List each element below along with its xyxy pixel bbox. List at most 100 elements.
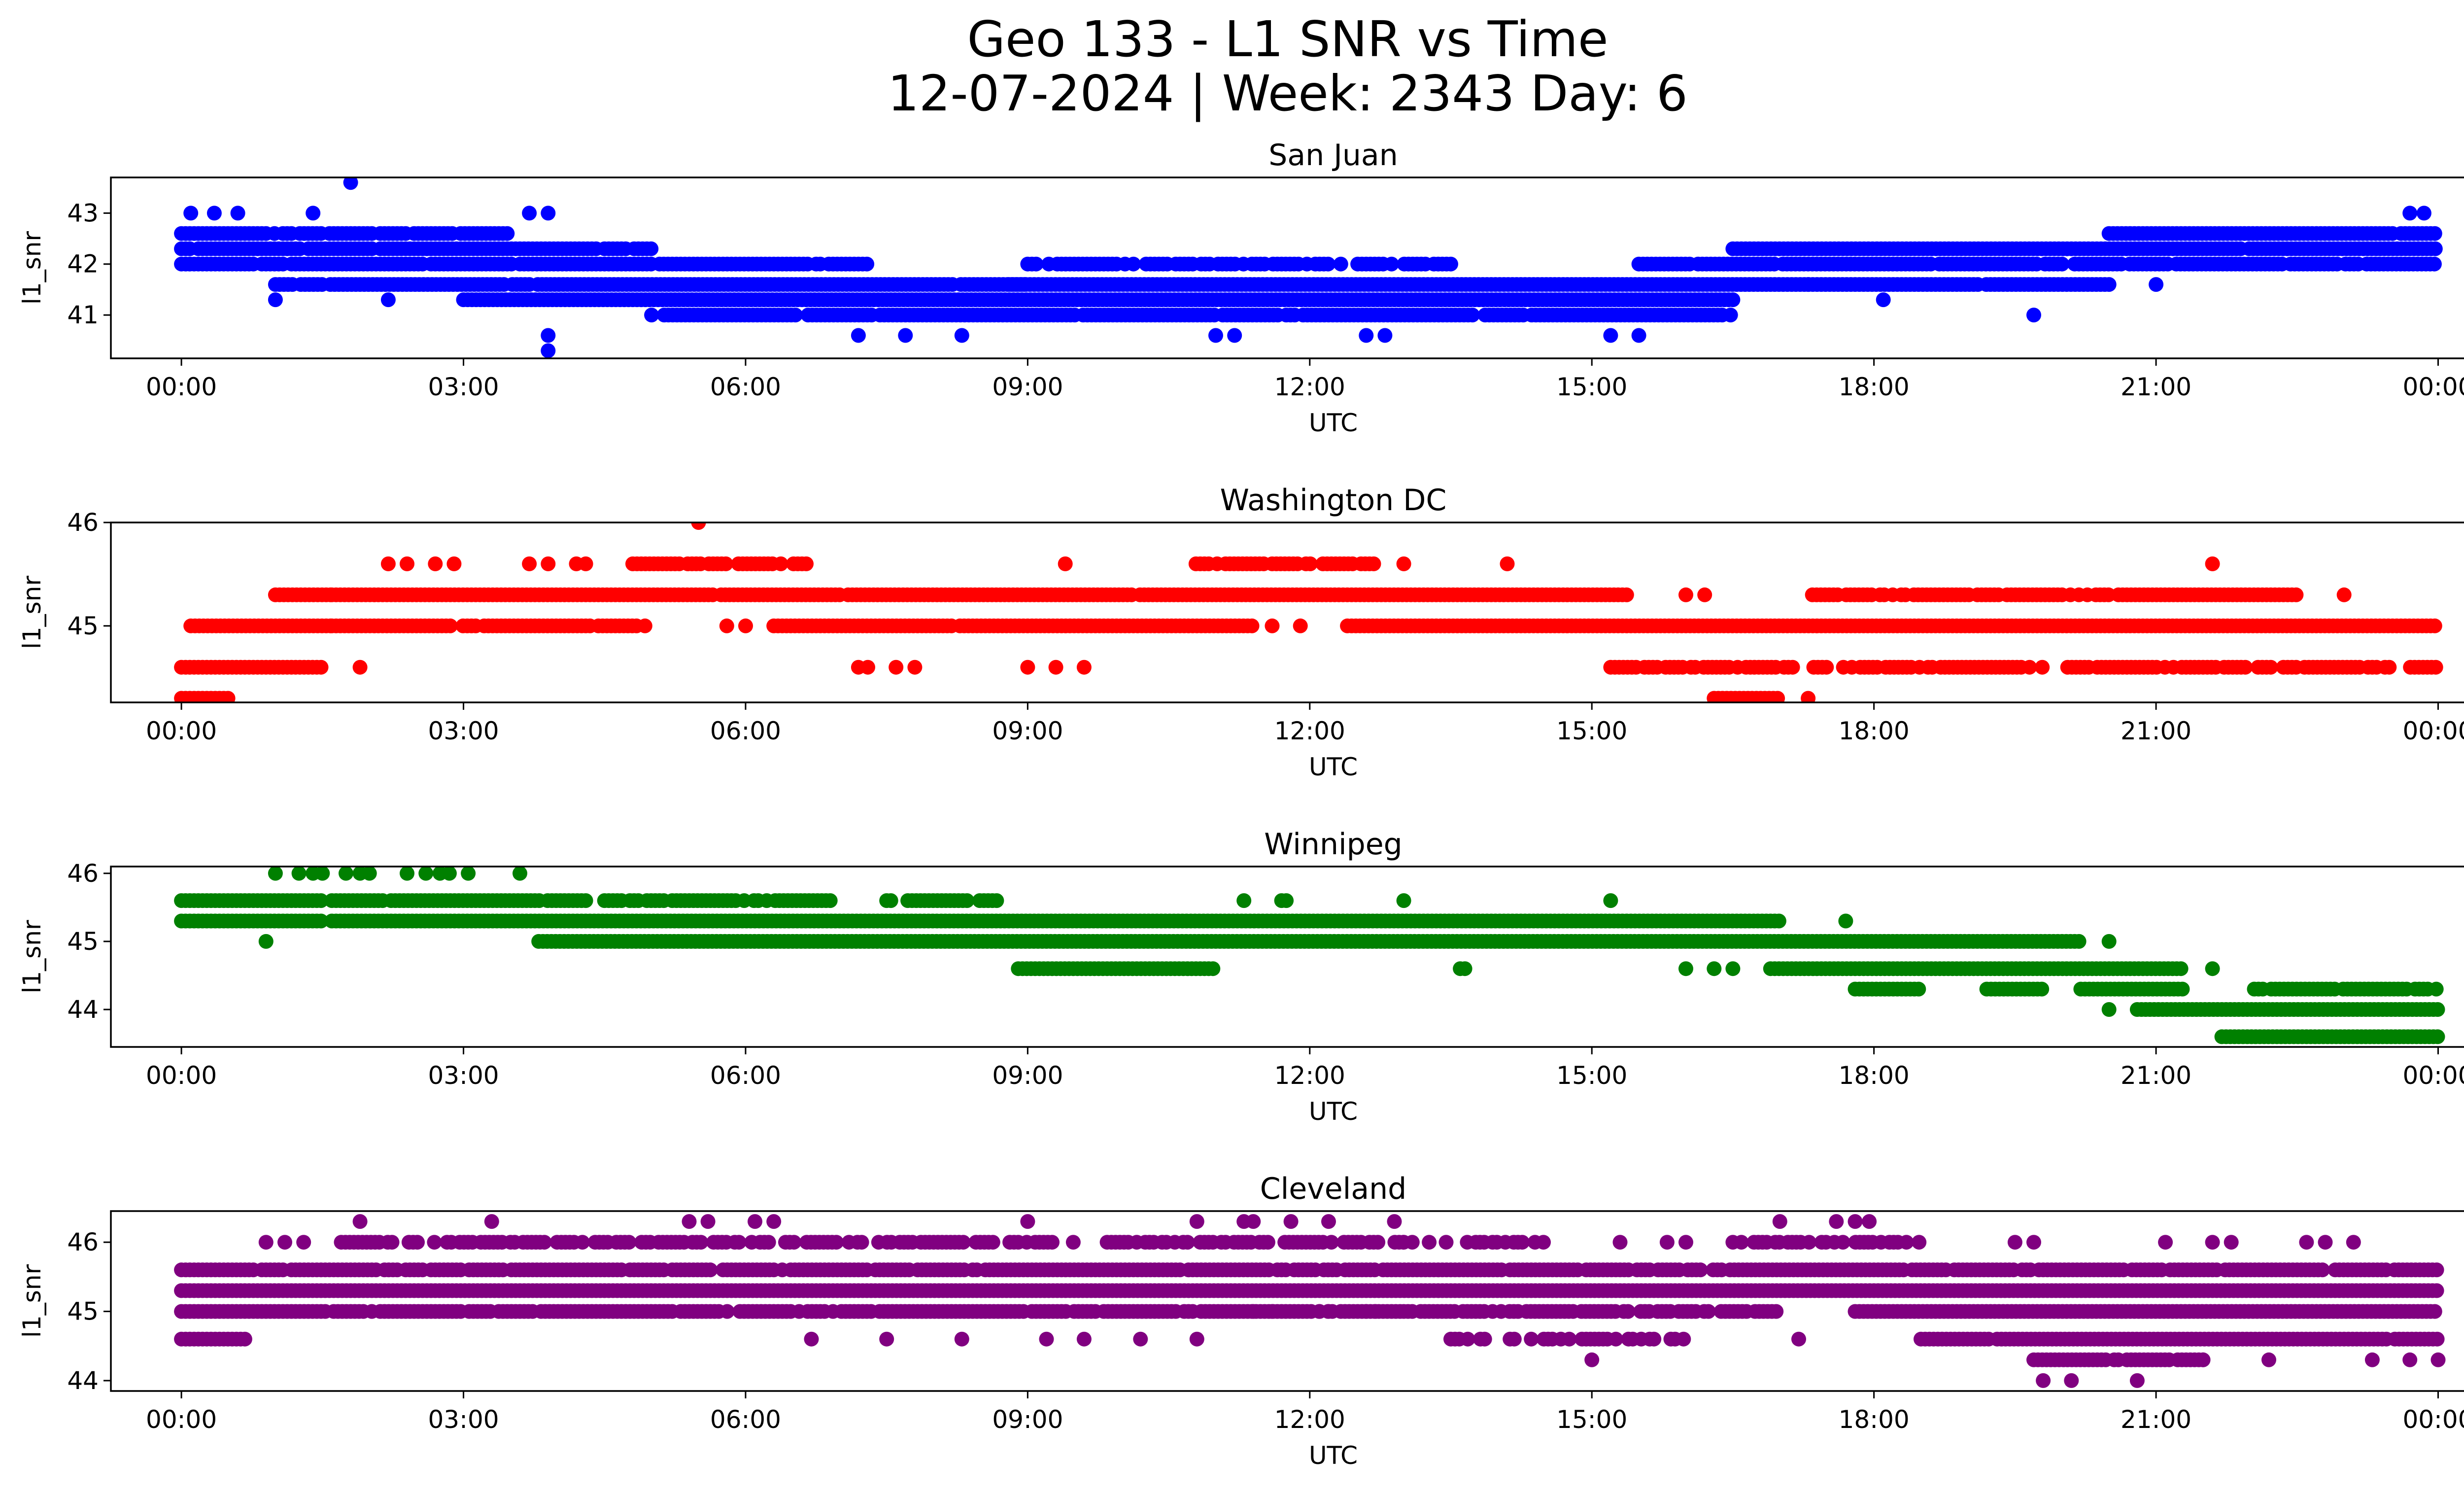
data-point (1619, 587, 1634, 602)
data-point (2428, 241, 2443, 256)
x-axis-label: UTC (1309, 1097, 1358, 1126)
x-axis-label: UTC (1309, 753, 1358, 781)
data-point (206, 206, 222, 221)
data-point (1770, 691, 1785, 702)
data-point (2427, 226, 2442, 241)
data-point (1302, 556, 1318, 571)
x-tick-label: 03:00 (428, 717, 499, 745)
x-tick-label: 03:00 (428, 1061, 499, 1090)
data-point (898, 328, 913, 343)
data-point (1678, 961, 1693, 976)
data-point (1785, 660, 1800, 675)
data-point (1366, 556, 1381, 571)
x-tick-label: 12:00 (1274, 373, 1345, 401)
data-point (2205, 556, 2220, 571)
data-point (522, 206, 537, 221)
y-tick-label: 45 (67, 612, 99, 640)
y-tick-label: 42 (67, 250, 99, 278)
chart-3: 00:00 03:00 06:00 09:00 12:00 15:00 18:00 21:00… (18, 827, 2464, 1126)
data-point (2034, 981, 2050, 997)
data-point (400, 556, 414, 571)
y-tick-label: 41 (67, 301, 99, 329)
chart-2: 00:00 03:00 06:00 09:00 12:00 15:00 18:00 21:00… (18, 483, 2464, 781)
data-point (400, 867, 414, 881)
data-point (183, 206, 199, 221)
data-point (2026, 308, 2041, 323)
data-point (1384, 256, 1399, 272)
x-tick-label: 00:00 (2402, 717, 2464, 745)
data-point (1725, 961, 1741, 976)
data-point (703, 1262, 718, 1278)
data-point (446, 556, 462, 571)
data-point (1725, 292, 1741, 308)
data-point (313, 913, 329, 929)
data-point (442, 867, 457, 881)
data-point (889, 660, 904, 675)
data-point (859, 256, 875, 272)
data-point (2429, 1262, 2444, 1278)
data-point (1020, 660, 1035, 675)
data-point (2402, 206, 2418, 221)
x-tick-label: 18:00 (1839, 1061, 1910, 1090)
data-point (2022, 660, 2037, 675)
figure-title: Geo 133 - L1 SNR vs Time (967, 10, 1608, 68)
data-point (738, 618, 753, 633)
data-point (230, 206, 245, 221)
x-tick-label: 18:00 (1839, 373, 1910, 401)
data-point (268, 867, 283, 881)
data-point (578, 893, 593, 908)
data-point (578, 556, 593, 571)
data-point (2430, 1002, 2445, 1017)
series-points (174, 522, 2443, 702)
data-point (2071, 934, 2087, 949)
data-point (2336, 587, 2352, 602)
data-point (2101, 934, 2117, 949)
data-point (2382, 660, 2397, 675)
data-point (1058, 556, 1073, 571)
data-point (541, 328, 556, 343)
data-point (443, 618, 458, 633)
data-point (2416, 206, 2431, 221)
data-point (2427, 256, 2442, 272)
data-point (291, 867, 307, 881)
data-point (822, 893, 838, 908)
x-axis-label: UTC (1309, 409, 1358, 437)
data-point (1465, 308, 1480, 323)
data-point (1911, 981, 1926, 997)
data-point (1205, 961, 1221, 976)
data-point (339, 867, 353, 881)
data-point (1603, 328, 1618, 343)
plot-frame (110, 866, 2464, 1048)
data-point (1359, 328, 1374, 343)
data-point (2035, 660, 2050, 675)
data-point (541, 556, 556, 571)
data-point (883, 893, 898, 908)
data-point (2263, 660, 2278, 675)
figure-subtitle: 12-07-2024 | Week: 2343 Day: 6 (888, 65, 1688, 122)
data-point (959, 893, 975, 908)
data-point (306, 206, 321, 221)
data-point (2429, 981, 2444, 997)
data-point (718, 556, 733, 571)
data-point (1208, 328, 1223, 343)
data-point (268, 292, 283, 308)
data-point (352, 660, 368, 675)
x-tick-label: 12:00 (1274, 717, 1345, 745)
data-point (644, 241, 659, 256)
data-point (220, 691, 236, 702)
data-point (907, 660, 923, 675)
x-tick-label: 06:00 (710, 717, 781, 745)
data-point (428, 556, 443, 571)
data-point (1396, 556, 1411, 571)
data-point (1279, 893, 1294, 908)
x-tick-label: 09:00 (992, 373, 1063, 401)
data-point (1678, 587, 1693, 602)
data-point (1693, 1262, 1708, 1278)
data-point (1333, 256, 1348, 272)
subplot-title: Washington DC (1220, 483, 1447, 518)
data-point (1236, 893, 1252, 908)
data-point (2054, 256, 2070, 272)
data-point (1028, 256, 1044, 272)
data-point (860, 660, 875, 675)
